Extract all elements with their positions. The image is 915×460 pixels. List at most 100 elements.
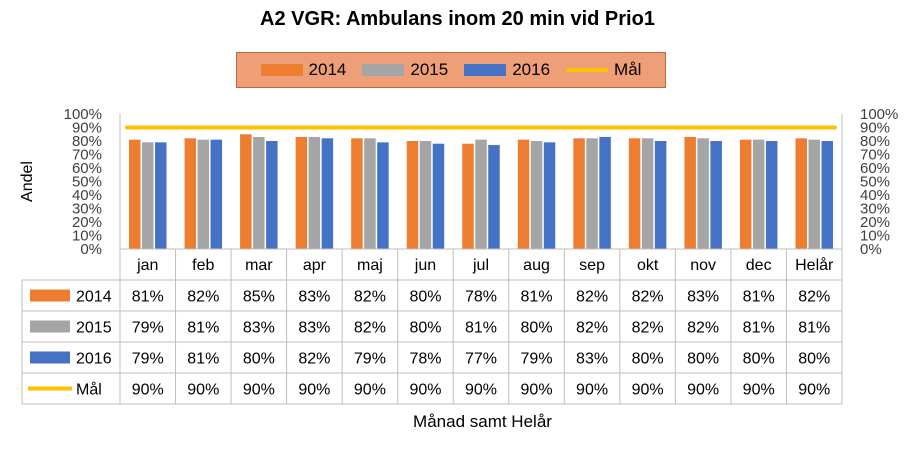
legend: 2014 2015 2016 Mål <box>236 52 666 88</box>
data-label-2014: 85% <box>243 289 275 306</box>
bar-2015-Helår <box>808 139 820 249</box>
y-axis-label: Andel <box>19 161 36 202</box>
bar-2015-sep <box>586 138 598 249</box>
x-tick-label: jul <box>472 257 489 274</box>
bar-2014-okt <box>628 138 641 249</box>
bar-2015-okt <box>641 138 654 249</box>
y-tick-label-right: 90% <box>860 120 890 137</box>
data-label-2014: 83% <box>687 289 719 306</box>
y-tick-label-left: 80% <box>72 133 102 150</box>
bar-2016-maj <box>377 142 389 249</box>
data-label-2014: 80% <box>409 289 441 306</box>
y-tick-label-right: 40% <box>860 187 890 204</box>
data-label-2014: 81% <box>521 289 553 306</box>
legend-item-2014: 2014 <box>260 60 347 80</box>
x-tick-label: aug <box>523 257 550 274</box>
data-label-Mål: 90% <box>243 382 275 399</box>
bar-2015-nov <box>697 138 709 249</box>
bar-2016-sep <box>599 136 611 249</box>
y-tick-label-right: 70% <box>860 147 890 164</box>
y-tick-label-left: 70% <box>72 147 102 164</box>
bar-2016-jan <box>155 142 167 249</box>
y-tick-label-left: 60% <box>72 160 102 177</box>
y-tick-label-right: 10% <box>860 228 890 245</box>
bar-2014-jun <box>406 141 419 249</box>
bar-2016-jun <box>432 143 445 249</box>
data-label-Mål: 90% <box>632 382 664 399</box>
y-tick-label-left: 40% <box>72 187 102 204</box>
x-tick-label: feb <box>192 257 214 274</box>
table-row-label-2016: 2016 <box>76 351 112 368</box>
bar-2015-maj <box>364 138 376 249</box>
legend-swatch-2015 <box>362 64 405 76</box>
data-label-2016: 79% <box>521 351 553 368</box>
chart-title: A2 VGR: Ambulans inom 20 min vid Prio1 <box>260 8 655 30</box>
bar-2016-feb <box>210 139 223 249</box>
y-tick-label-left: 0% <box>80 241 102 258</box>
bar-2016-aug <box>543 142 556 249</box>
bar-2014-jan <box>129 139 141 249</box>
bar-2014-jul <box>462 143 474 249</box>
bar-2014-feb <box>184 138 197 249</box>
y-tick-label-left: 50% <box>72 174 102 191</box>
legend-swatch-2016 <box>464 64 507 76</box>
bar-2014-sep <box>573 138 585 249</box>
x-tick-label: Helår <box>795 256 834 274</box>
data-label-2015: 82% <box>576 320 608 337</box>
data-label-Mål: 90% <box>132 382 164 399</box>
y-tick-label-right: 100% <box>860 106 898 123</box>
x-axis-label: Månad samt Helår <box>413 412 552 431</box>
x-tick-label: nov <box>690 257 716 274</box>
data-label-2015: 82% <box>354 320 386 337</box>
data-label-2016: 78% <box>409 351 441 368</box>
data-label-Mål: 90% <box>521 382 553 399</box>
data-label-2015: 81% <box>743 320 775 337</box>
data-label-2015: 81% <box>798 320 830 337</box>
bar-2016-mar <box>266 141 278 249</box>
data-label-2014: 82% <box>354 289 386 306</box>
bar-2015-jun <box>419 141 432 249</box>
bar-2015-apr <box>308 136 321 249</box>
data-label-2016: 82% <box>298 351 330 368</box>
bar-2016-jul <box>488 145 500 249</box>
bar-2014-Helår <box>795 138 807 249</box>
data-label-2015: 82% <box>632 320 664 337</box>
bar-2016-dec <box>765 141 778 249</box>
data-label-2016: 80% <box>687 351 719 368</box>
data-label-2014: 78% <box>465 289 497 306</box>
data-label-2016: 80% <box>743 351 775 368</box>
data-label-2016: 79% <box>354 351 386 368</box>
table-swatch-2014 <box>30 289 70 302</box>
table-swatch-2016 <box>30 351 70 364</box>
x-tick-label: jun <box>414 257 436 274</box>
data-label-2016: 80% <box>798 351 830 368</box>
data-label-2015: 79% <box>132 320 164 337</box>
data-label-2016: 83% <box>576 351 608 368</box>
y-tick-label-right: 60% <box>860 160 890 177</box>
bar-2015-aug <box>530 141 543 249</box>
data-label-2015: 83% <box>298 320 330 337</box>
y-tick-label-right: 30% <box>860 201 890 218</box>
bar-2014-nov <box>684 136 696 249</box>
bar-2016-Helår <box>821 141 833 249</box>
data-label-2015: 81% <box>465 320 497 337</box>
legend-label-2014: 2014 <box>308 60 347 79</box>
data-label-Mål: 90% <box>409 382 441 399</box>
data-label-2014: 82% <box>632 289 664 306</box>
bar-2016-okt <box>654 141 667 249</box>
data-label-2014: 81% <box>132 289 164 306</box>
bar-2015-mar <box>253 136 265 249</box>
data-label-2014: 82% <box>798 289 830 306</box>
bar-2014-dec <box>739 139 752 249</box>
legend-item-2015: 2015 <box>362 60 448 80</box>
bar-2015-jan <box>142 142 154 249</box>
bar-2014-aug <box>517 139 530 249</box>
data-label-Mål: 90% <box>187 382 219 399</box>
legend-label-2015: 2015 <box>410 60 449 79</box>
chart-plot: 0% 0%10% 10%20% 20%30% 30%40% 40%50% 50%60% 60%… <box>19 106 898 405</box>
data-label-Mål: 90% <box>354 382 386 399</box>
x-tick-label: apr <box>303 257 327 274</box>
table-row-label-2015: 2015 <box>76 320 112 337</box>
data-label-2014: 81% <box>743 289 775 306</box>
table-swatch-2015 <box>30 320 70 333</box>
